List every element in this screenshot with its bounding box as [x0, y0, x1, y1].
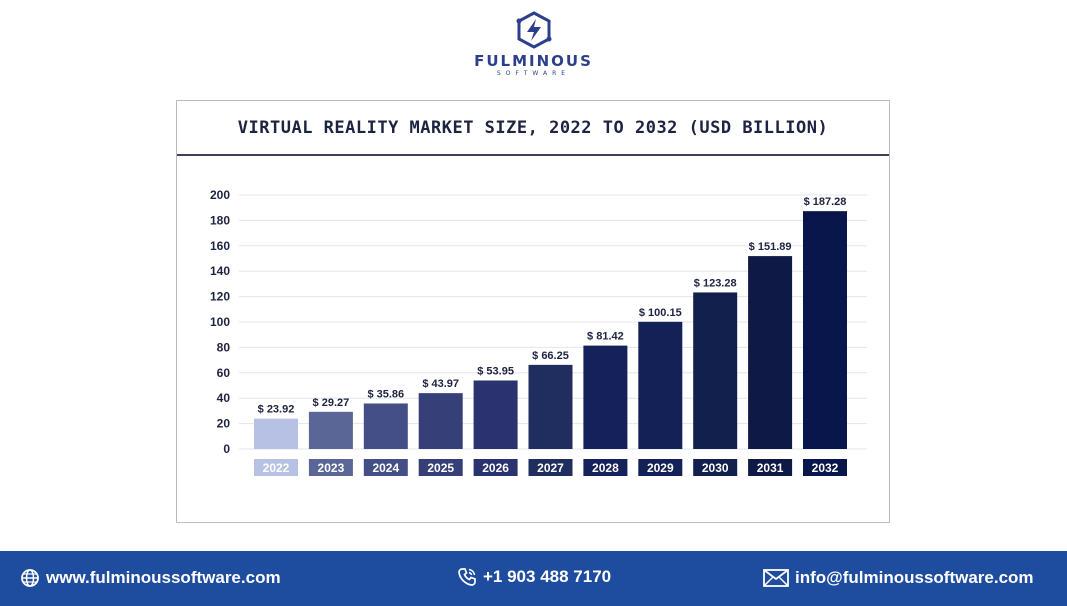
globe-icon: [21, 569, 39, 587]
data-label: $ 23.92: [258, 404, 295, 416]
x-tick-label: 2027: [537, 461, 564, 475]
x-tick-label: 2028: [592, 461, 619, 475]
bar: [254, 418, 298, 449]
chart-panel: VIRTUAL REALITY MARKET SIZE, 2022 TO 203…: [176, 100, 890, 523]
bar: [748, 256, 793, 449]
x-tick-box: [638, 459, 683, 476]
y-tick-label: 0: [223, 442, 230, 456]
footer-phone[interactable]: +1 903 488 7170: [457, 567, 611, 587]
brand-tagline: SOFTWARE: [496, 70, 571, 77]
x-tick-box: [363, 459, 408, 476]
envelope-icon: [763, 569, 789, 587]
bar: [803, 211, 847, 449]
bar: [693, 292, 738, 449]
x-tick-box: [803, 459, 847, 476]
x-tick-box: [473, 459, 518, 476]
y-tick-label: 160: [210, 239, 230, 253]
y-tick-label: 140: [210, 264, 230, 278]
data-label: $ 123.28: [694, 277, 737, 289]
y-tick-label: 20: [217, 417, 231, 431]
x-tick-label: 2022: [263, 461, 290, 475]
x-tick-label: 2024: [372, 461, 399, 475]
data-label: $ 187.28: [804, 196, 847, 208]
x-tick-box: [254, 459, 298, 476]
y-tick-label: 40: [217, 391, 231, 405]
x-tick-box: [418, 459, 463, 476]
contact-footer: www.fulminoussoftware.com +1 903 488 717…: [0, 551, 1067, 606]
lightning-hexagon-icon: [516, 11, 551, 49]
bar: [308, 411, 353, 449]
chart-title: VIRTUAL REALITY MARKET SIZE, 2022 TO 203…: [177, 101, 889, 156]
footer-website[interactable]: www.fulminoussoftware.com: [20, 568, 281, 588]
phone-number[interactable]: +1 903 488 7170: [483, 567, 612, 586]
x-tick-box: [693, 459, 738, 476]
data-label: $ 35.86: [367, 388, 404, 400]
brand-logo: FULMINOUS SOFTWARE: [0, 10, 1067, 77]
bar: [418, 393, 463, 449]
x-tick-label: 2029: [647, 461, 674, 475]
x-tick-box: [528, 459, 573, 476]
phone-icon: [458, 568, 476, 586]
bar: [528, 364, 573, 449]
x-tick-label: 2023: [318, 461, 345, 475]
website-link[interactable]: www.fulminoussoftware.com: [46, 568, 281, 587]
y-tick-label: 80: [217, 340, 231, 354]
x-tick-box: [583, 459, 628, 476]
x-tick-box: [748, 459, 793, 476]
footer-email[interactable]: info@fulminoussoftware.com: [763, 568, 1034, 588]
data-label: $ 100.15: [639, 307, 682, 319]
y-tick-label: 60: [217, 366, 231, 380]
x-tick-label: 2032: [812, 461, 839, 475]
x-tick-label: 2025: [427, 461, 454, 475]
bar: [473, 380, 518, 449]
data-label: $ 151.89: [749, 241, 792, 253]
x-tick-label: 2030: [702, 461, 729, 475]
data-label: $ 81.42: [587, 331, 624, 343]
bar: [638, 321, 683, 449]
x-tick-box: [308, 459, 353, 476]
y-tick-label: 180: [210, 213, 230, 227]
x-tick-label: 2026: [482, 461, 509, 475]
brand-name: FULMINOUS: [474, 52, 593, 70]
y-tick-label: 120: [210, 290, 230, 304]
bar: [583, 345, 628, 449]
data-label: $ 66.25: [532, 350, 569, 362]
y-tick-label: 100: [210, 315, 230, 329]
email-address[interactable]: info@fulminoussoftware.com: [795, 568, 1034, 587]
data-label: $ 29.27: [313, 397, 350, 409]
data-label: $ 43.97: [422, 378, 459, 390]
bar: [363, 403, 408, 449]
y-tick-label: 200: [210, 188, 230, 202]
x-tick-label: 2031: [757, 461, 784, 475]
data-label: $ 53.95: [477, 365, 514, 377]
bar-chart: 0 20 40 60 80 100 120 140 160 180 200 $ 23.92 2022 $ …: [210, 188, 867, 476]
